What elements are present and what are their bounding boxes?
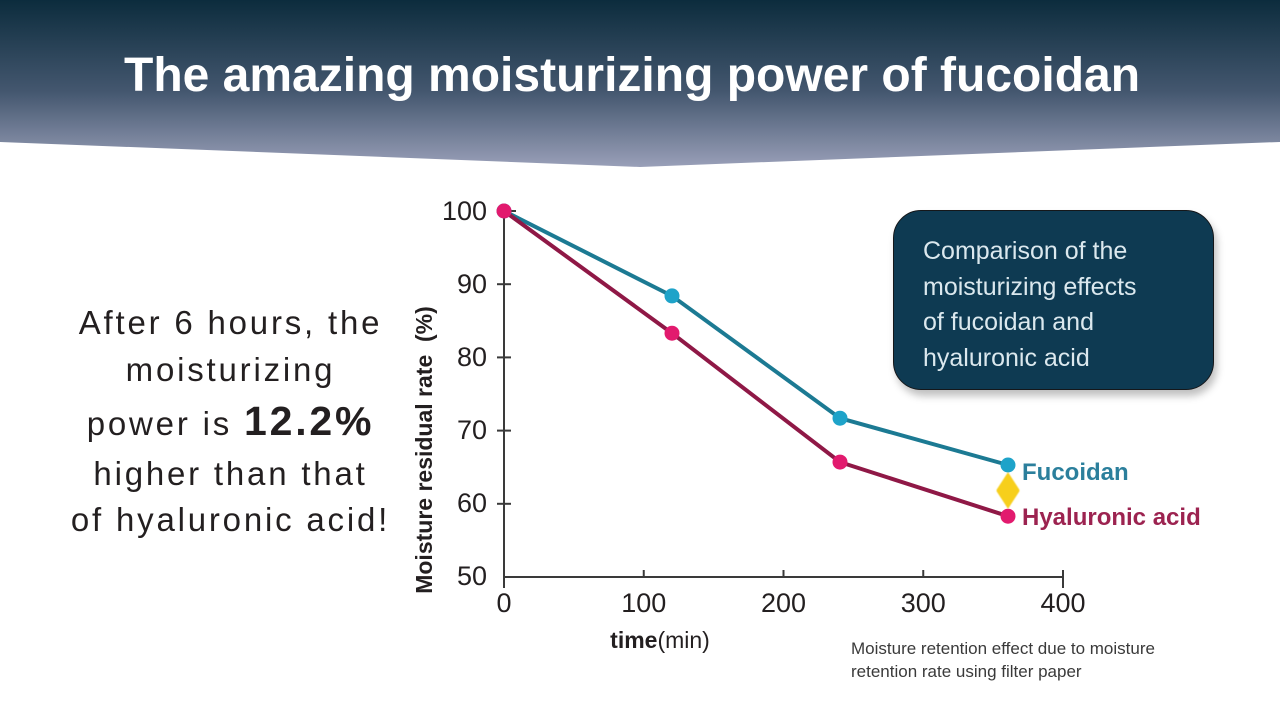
svg-text:Fucoidan: Fucoidan — [1022, 459, 1129, 486]
svg-text:70: 70 — [457, 415, 487, 445]
svg-text:400: 400 — [1040, 588, 1085, 618]
svg-text:100: 100 — [442, 196, 487, 226]
svg-text:Hyaluronic acid: Hyaluronic acid — [1022, 504, 1201, 531]
svg-text:time(min): time(min) — [610, 627, 710, 653]
svg-text:100: 100 — [621, 588, 666, 618]
svg-text:80: 80 — [457, 342, 487, 372]
svg-text:60: 60 — [457, 488, 487, 518]
svg-text:50: 50 — [457, 561, 487, 591]
svg-text:0: 0 — [496, 588, 511, 618]
svg-text:Moisture residual rate (%): Moisture residual rate (%) — [411, 306, 437, 594]
svg-text:300: 300 — [901, 588, 946, 618]
svg-text:200: 200 — [761, 588, 806, 618]
svg-text:90: 90 — [457, 269, 487, 299]
